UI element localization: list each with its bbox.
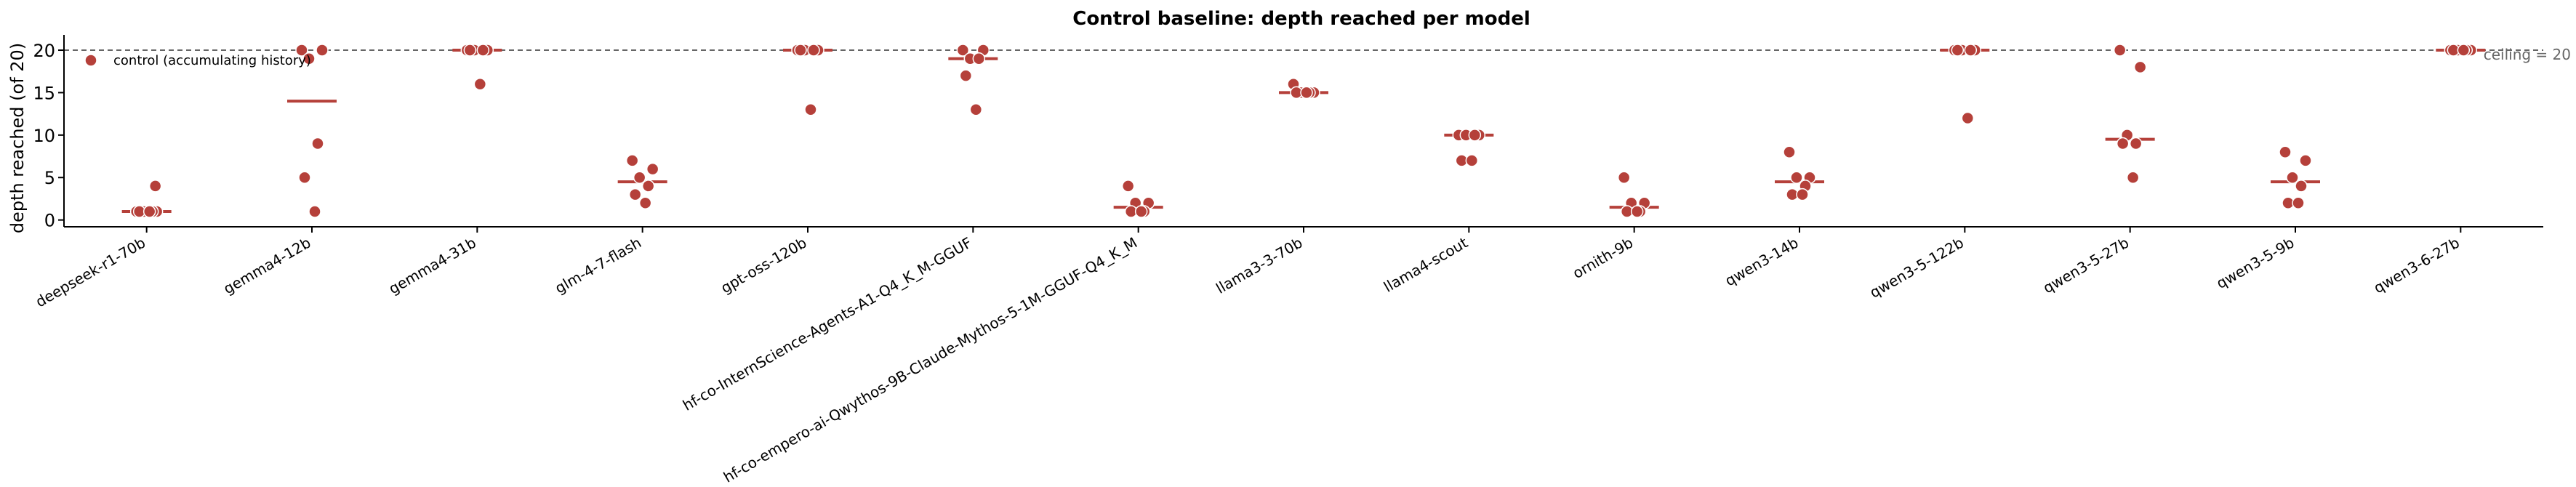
data-point [641,180,655,193]
data-point [473,78,487,91]
legend-marker [84,54,97,67]
y-tick-label: 5 [44,168,55,188]
data-point [298,171,311,184]
data-point [476,44,490,57]
data-point [295,44,308,57]
data-point [956,44,970,57]
data-point [2286,171,2299,184]
x-tick-label: gpt-oss-120b [718,234,809,297]
data-point [2457,44,2471,57]
x-tick-label: llama4-scout [1381,233,1471,295]
data-point [625,154,639,167]
ceiling-label: ceiling = 20 [2484,46,2571,63]
x-tick-label: qwen3-14b [1722,234,1801,290]
data-point [794,44,807,57]
y-tick-label: 15 [33,83,55,103]
data-point [804,103,817,116]
data-point [638,196,652,210]
data-point [633,171,646,184]
data-point [807,44,820,57]
legend-label: control (accumulating history) [113,53,311,68]
x-tick-label: glm-4-7-flash [552,234,644,297]
data-point [1300,86,1313,100]
x-tick-label: qwen3-5-122b [1866,234,1966,302]
data-point [1796,188,1809,201]
data-point [311,137,324,150]
data-point [646,162,659,176]
data-point [2133,60,2147,74]
x-tick-label: gemma4-12b [220,234,313,298]
x-tick-label: llama3-3-70b [1213,234,1305,297]
data-point [143,205,156,218]
data-point [302,52,316,65]
data-point [2295,180,2308,193]
data-point [1964,44,1978,57]
data-point [2292,196,2305,210]
data-point [1465,154,1479,167]
x-tick-label: ornith-9b [1570,234,1636,283]
data-point [316,44,329,57]
y-tick-label: 10 [33,126,55,146]
y-tick-label: 0 [44,211,55,231]
data-point [1134,205,1148,218]
x-tick-label: qwen3-5-27b [2040,234,2132,297]
data-point [2129,137,2143,150]
data-point [1468,129,1482,142]
axes-layer: 0 5 10 15 20 deepseek-r1-70b gemma4-12b gemma4-… [33,35,2543,486]
data-point [1961,111,1975,125]
data-point [959,69,973,82]
chart-title: Control baseline: depth reached per mode… [1072,8,1530,30]
data-point [2299,154,2312,167]
data-point [2113,44,2127,57]
x-tick-label: gemma4-31b [386,234,479,298]
data-point [2116,137,2130,150]
data-point [2279,145,2292,158]
x-tick-label: deepseek-r1-70b [33,234,148,311]
data-point [1783,145,1796,158]
x-tick-label: qwen3-5-9b [2213,234,2297,292]
data-point [1630,205,1644,218]
data-point [1617,171,1631,184]
data-point [148,180,162,193]
data-point [2126,171,2140,184]
legend: control (accumulating history) [84,53,311,68]
data-point [308,205,321,218]
x-tick-label: qwen3-6-27b [2370,234,2462,297]
data-point [1790,171,1803,184]
y-axis-label: depth reached (of 20) [7,43,28,233]
marks-layer [121,44,2486,218]
y-tick-label: 20 [33,41,55,61]
data-point [972,52,986,65]
data-point [463,44,477,57]
data-point [1121,180,1135,193]
data-point [1951,44,1965,57]
data-point [628,188,642,201]
data-point [969,103,983,116]
x-tick-label: hf-co-InternScience-Agents-A1-Q4_K_M-GGU… [680,234,975,414]
